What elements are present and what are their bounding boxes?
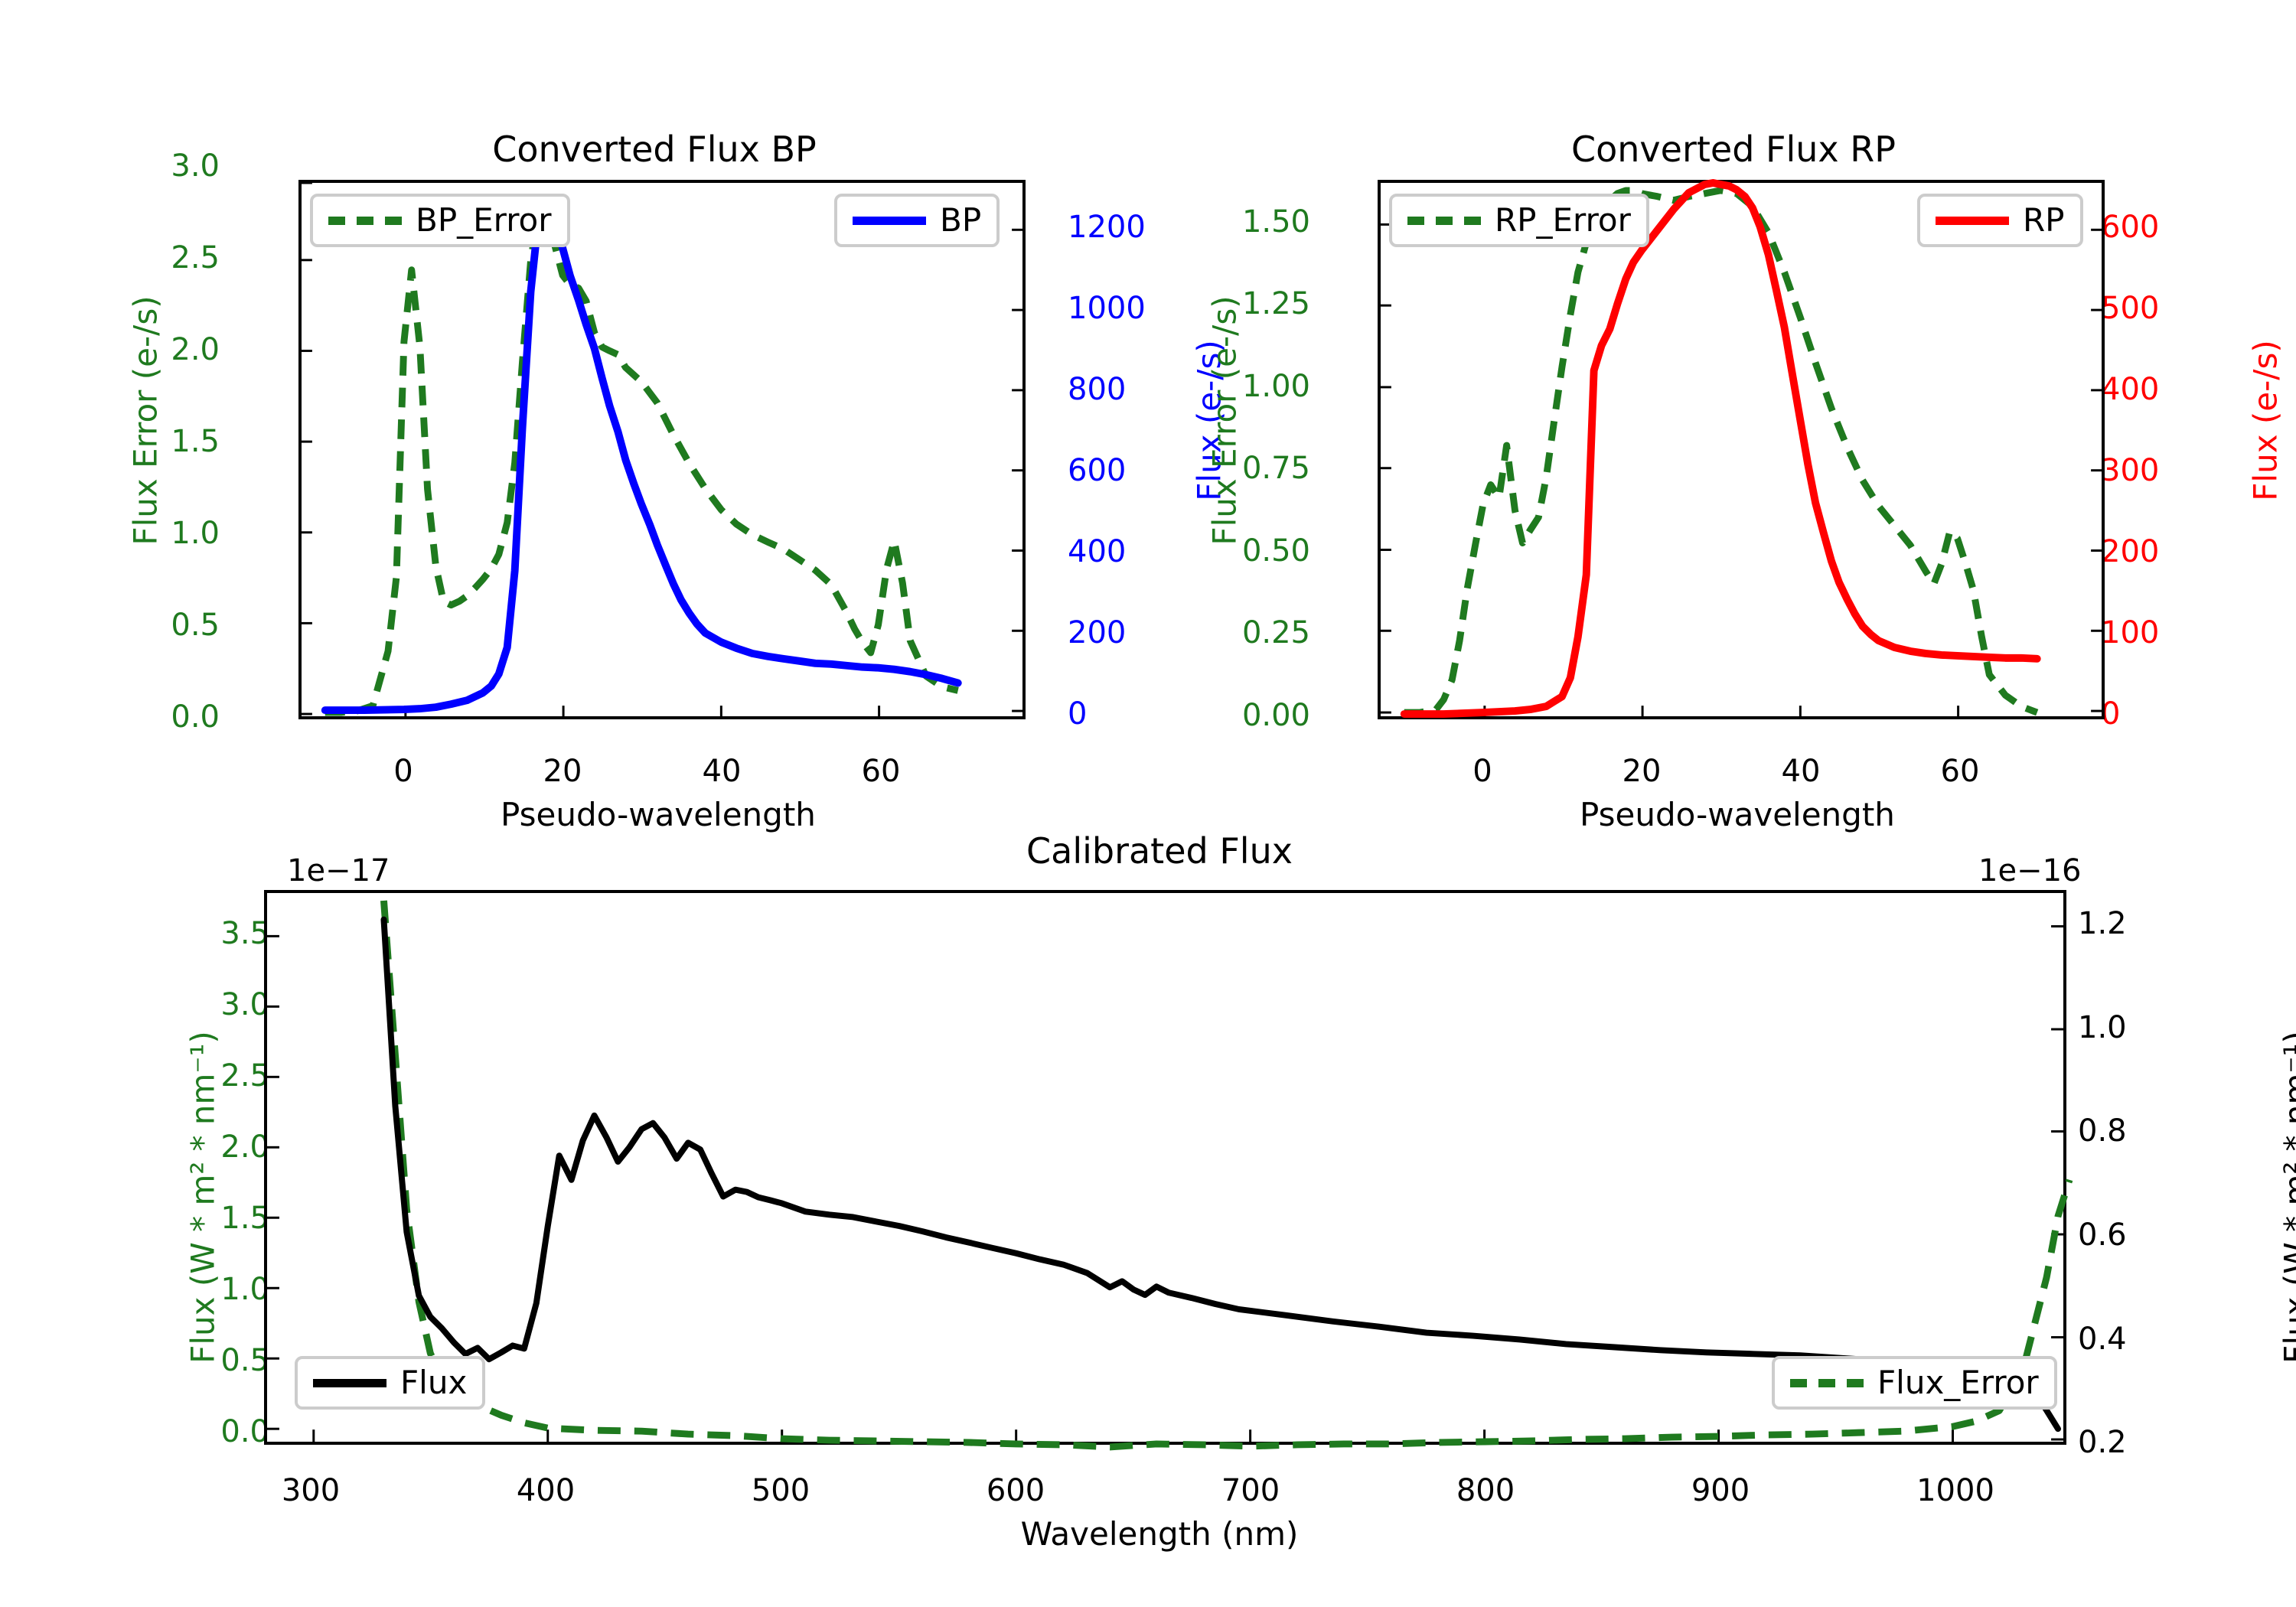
bp-left-axis-label: Flux Error (e-/s) [126,295,165,546]
rp-plot-svg [1381,179,2102,718]
rp-error-curve [1404,187,2039,716]
bp-x-tick-60: 60 [861,754,901,789]
rp-x-tick-0: 0 [1473,754,1492,789]
rp-right-tick-300: 300 [2101,453,2160,488]
rp-legend-swatch [1936,216,2009,225]
bp-left-tick-0.0: 0.0 [171,699,220,735]
bp-right-tick-600: 600 [1068,453,1127,488]
rp-left-tick-0.50: 0.50 [1241,533,1310,569]
calibrated-x-tick-400: 400 [516,1473,576,1508]
bp-x-axis-label: Pseudo-wavelength [501,796,816,833]
rp-error-legend[interactable]: RP_Error [1389,194,1649,247]
calibrated-left-tick-3.0: 3.0 [220,987,269,1022]
rp-left-tick-1.00: 1.00 [1241,369,1310,404]
bp-right-tick-400: 400 [1068,534,1127,569]
rp-error-legend-swatch [1407,216,1481,225]
calibrated-x-tick-500: 500 [751,1473,810,1508]
bp-panel-title: Converted Flux BP [492,129,817,170]
calibrated-right-tick-1.2: 1.2 [2078,906,2127,941]
bp-flux-curve [321,203,962,715]
bp-left-tick-2.5: 2.5 [171,240,220,275]
rp-right-tick-200: 200 [2101,534,2160,569]
bp-left-tick-1.0: 1.0 [171,516,220,551]
calibrated-x-tick-800: 800 [1456,1473,1515,1508]
bp-error-curve [325,208,959,716]
calibrated-x-tick-600: 600 [986,1473,1045,1508]
rp-right-axis-label: Flux (e-/s) [2246,340,2285,501]
bp-x-tick-0: 0 [393,754,413,789]
calibrated-left-tick-0.5: 0.5 [220,1343,269,1378]
calibrated-right-tick-0.4: 0.4 [2078,1322,2127,1357]
bp-left-tick-2.0: 2.0 [171,332,220,367]
bp-right-tick-800: 800 [1068,372,1127,407]
calibrated-left-tick-3.5: 3.5 [220,916,269,951]
calibrated-left-tick-2.5: 2.5 [220,1058,269,1094]
rp-left-tick-0.75: 0.75 [1241,451,1310,486]
rp-x-tick-20: 20 [1622,754,1662,789]
rp-plot-area[interactable] [1378,179,2105,719]
calibrated-left-offset-text: 1e−17 [287,853,390,888]
calibrated-flux-error-legend-label: Flux_Error [1877,1364,2039,1401]
rp-left-tick-1.25: 1.25 [1241,286,1310,321]
calibrated-left-axis-label: Flux (W * m² * nm⁻¹) [184,1031,222,1364]
calibrated-flux-error-legend[interactable]: Flux_Error [1772,1356,2057,1410]
calibrated-plot-area[interactable] [264,890,2073,1451]
rp-right-tick-400: 400 [2101,372,2160,407]
bp-left-tick-0.5: 0.5 [171,608,220,643]
calibrated-right-tick-1.0: 1.0 [2078,1010,2127,1045]
calibrated-x-axis-label: Wavelength (nm) [1020,1515,1299,1553]
bp-legend-swatch [853,216,926,225]
rp-left-tick-0.25: 0.25 [1241,615,1310,650]
bp-error-legend-label: BP_Error [416,201,552,239]
calibrated-left-tick-1.0: 1.0 [220,1272,269,1307]
bp-error-legend[interactable]: BP_Error [310,194,570,247]
bp-legend[interactable]: BP [834,194,1000,247]
rp-right-tick-500: 500 [2101,291,2160,326]
calibrated-flux-legend-label: Flux [400,1364,468,1401]
bp-plot-area[interactable] [298,180,1026,719]
calibrated-flux-legend-swatch [313,1378,386,1387]
calibrated-x-tick-900: 900 [1691,1473,1750,1508]
bp-right-tick-1200: 1200 [1068,210,1146,245]
rp-right-tick-600: 600 [2101,210,2160,245]
bp-right-tick-1000: 1000 [1068,291,1146,326]
calibrated-right-tick-0.2: 0.2 [2078,1425,2127,1460]
rp-left-tick-0.00: 0.00 [1241,698,1310,733]
calibrated-x-tick-1000: 1000 [1916,1473,1994,1508]
rp-panel-title: Converted Flux RP [1571,129,1896,170]
calibrated-panel-title: Calibrated Flux [1026,830,1293,872]
bp-plot-svg [302,181,1022,716]
rp-flux-curve [1400,179,2041,718]
rp-right-tick-100: 100 [2101,615,2160,650]
rp-left-axis-label: Flux Error (e-/s) [1205,295,1244,546]
calibrated-flux-legend[interactable]: Flux [295,1356,486,1410]
bp-left-tick-1.5: 1.5 [171,424,220,459]
calibrated-right-tick-0.6: 0.6 [2078,1217,2127,1253]
rp-x-axis-label: Pseudo-wavelength [1580,796,1895,833]
bp-error-legend-swatch [328,216,402,225]
bp-right-tick-200: 200 [1068,615,1127,650]
rp-error-legend-label: RP_Error [1495,201,1631,239]
calibrated-left-tick-1.5: 1.5 [220,1201,269,1236]
calibrated-flux-curve [380,916,2062,1433]
bp-x-tick-40: 40 [702,754,742,789]
calibrated-right-tick-0.8: 0.8 [2078,1113,2127,1149]
bp-left-tick-3.0: 3.0 [171,148,220,184]
bp-x-tick-20: 20 [543,754,582,789]
rp-x-tick-40: 40 [1781,754,1821,789]
calibrated-left-tick-0.0: 0.0 [220,1414,269,1449]
calibrated-left-tick-2.0: 2.0 [220,1129,269,1165]
calibrated-flux-error-legend-swatch [1790,1378,1864,1387]
bp-legend-label: BP [940,201,982,239]
rp-left-tick-1.50: 1.50 [1241,204,1310,240]
calibrated-x-tick-700: 700 [1221,1473,1280,1508]
rp-legend-label: RP [2023,201,2065,239]
calibrated-right-axis-label: Flux (W * m² * nm⁻¹) [2277,1031,2296,1364]
rp-x-tick-60: 60 [1940,754,1980,789]
calibrated-right-offset-text: 1e−16 [1978,853,2082,888]
rp-legend[interactable]: RP [1917,194,2083,247]
bp-right-tick-0: 0 [1068,696,1088,732]
calibrated-x-tick-300: 300 [281,1473,341,1508]
